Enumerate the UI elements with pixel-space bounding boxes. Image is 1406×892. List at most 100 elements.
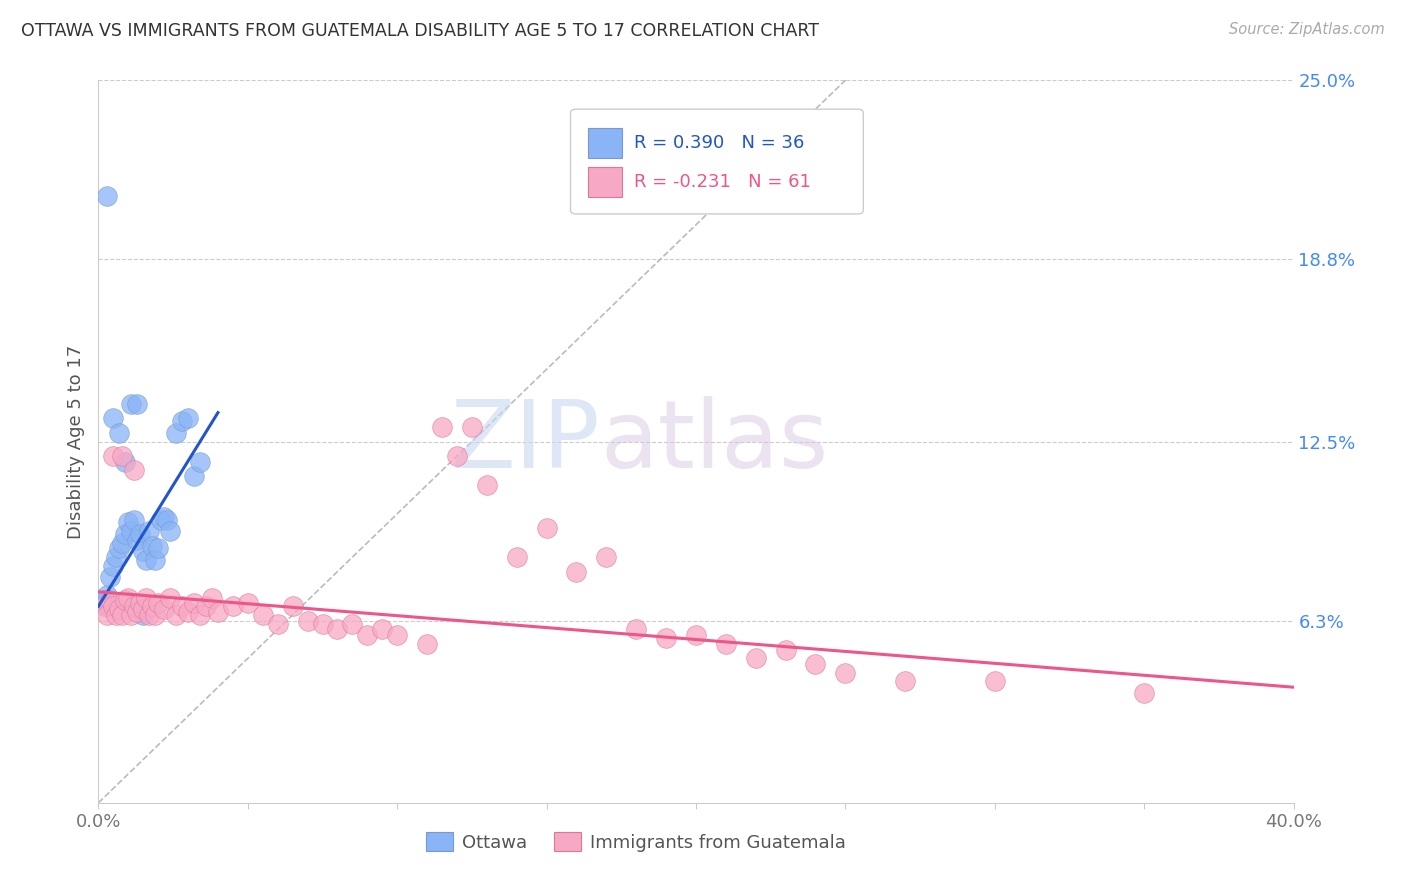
Point	[124, 512, 146, 526]
Point	[326, 623, 349, 637]
Point	[111, 607, 134, 622]
Point	[745, 651, 768, 665]
Point	[626, 623, 648, 637]
Text: R = -0.231   N = 61: R = -0.231 N = 61	[634, 173, 811, 191]
Point	[120, 607, 142, 622]
Point	[188, 455, 211, 469]
Point	[385, 628, 409, 642]
Point	[127, 397, 149, 411]
Point	[141, 599, 163, 614]
Point	[342, 616, 364, 631]
Point	[135, 553, 157, 567]
Point	[148, 596, 170, 610]
Point	[177, 605, 200, 619]
Point	[446, 449, 468, 463]
Point	[114, 455, 136, 469]
Point	[105, 550, 128, 565]
Point	[138, 524, 160, 538]
Point	[201, 591, 224, 605]
Point	[267, 616, 290, 631]
Text: R = 0.390   N = 36: R = 0.390 N = 36	[634, 134, 804, 153]
Point	[565, 565, 588, 579]
Point	[894, 674, 917, 689]
Point	[117, 516, 139, 530]
Point	[93, 593, 115, 607]
Y-axis label: Disability Age 5 to 17: Disability Age 5 to 17	[66, 344, 84, 539]
Text: OTTAWA VS IMMIGRANTS FROM GUATEMALA DISABILITY AGE 5 TO 17 CORRELATION CHART: OTTAWA VS IMMIGRANTS FROM GUATEMALA DISA…	[21, 22, 820, 40]
FancyBboxPatch shape	[589, 167, 621, 197]
Point	[127, 605, 149, 619]
Point	[595, 550, 617, 565]
Point	[129, 527, 152, 541]
Point	[172, 414, 194, 428]
Point	[281, 599, 304, 614]
Point	[165, 607, 187, 622]
Point	[685, 628, 707, 642]
Point	[156, 512, 179, 526]
Text: Source: ZipAtlas.com: Source: ZipAtlas.com	[1229, 22, 1385, 37]
Point	[108, 541, 131, 556]
Point	[148, 541, 170, 556]
Point	[804, 657, 827, 671]
Point	[475, 478, 498, 492]
Point	[96, 189, 118, 203]
Point	[120, 524, 142, 538]
Point	[103, 411, 125, 425]
Point	[222, 599, 245, 614]
Point	[143, 553, 166, 567]
Point	[183, 596, 205, 610]
Point	[714, 637, 737, 651]
Point	[416, 637, 439, 651]
Point	[114, 527, 136, 541]
Point	[356, 628, 378, 642]
Point	[117, 591, 139, 605]
Point	[127, 533, 149, 547]
Point	[124, 599, 146, 614]
Point	[775, 642, 797, 657]
Point	[98, 570, 122, 584]
Point	[143, 607, 166, 622]
Point	[177, 411, 200, 425]
Point	[984, 674, 1007, 689]
Point	[159, 524, 181, 538]
Point	[236, 596, 259, 610]
Point	[96, 599, 118, 614]
Point	[108, 425, 131, 440]
Point	[96, 607, 118, 622]
Point	[103, 449, 125, 463]
Point	[98, 593, 122, 607]
Text: ZIP: ZIP	[451, 395, 600, 488]
Point	[120, 397, 142, 411]
Point	[195, 599, 218, 614]
Text: atlas: atlas	[600, 395, 828, 488]
Point	[124, 463, 146, 477]
Point	[103, 558, 125, 573]
Point	[536, 521, 558, 535]
Point	[188, 607, 211, 622]
Point	[461, 420, 484, 434]
Point	[297, 614, 319, 628]
Point	[159, 591, 181, 605]
Point	[371, 623, 394, 637]
Point	[311, 616, 333, 631]
Point	[132, 544, 155, 558]
Point	[655, 631, 678, 645]
Point	[183, 469, 205, 483]
Point	[93, 599, 115, 614]
Point	[114, 593, 136, 607]
Point	[172, 599, 194, 614]
Point	[111, 449, 134, 463]
Point	[153, 509, 176, 524]
Point	[108, 602, 131, 616]
Point	[132, 602, 155, 616]
Point	[834, 665, 856, 680]
Point	[141, 539, 163, 553]
Point	[135, 591, 157, 605]
Legend: Ottawa, Immigrants from Guatemala: Ottawa, Immigrants from Guatemala	[419, 825, 853, 859]
Point	[1133, 686, 1156, 700]
FancyBboxPatch shape	[589, 128, 621, 158]
Point	[506, 550, 529, 565]
Point	[252, 607, 274, 622]
Point	[103, 599, 125, 614]
Point	[138, 607, 160, 622]
